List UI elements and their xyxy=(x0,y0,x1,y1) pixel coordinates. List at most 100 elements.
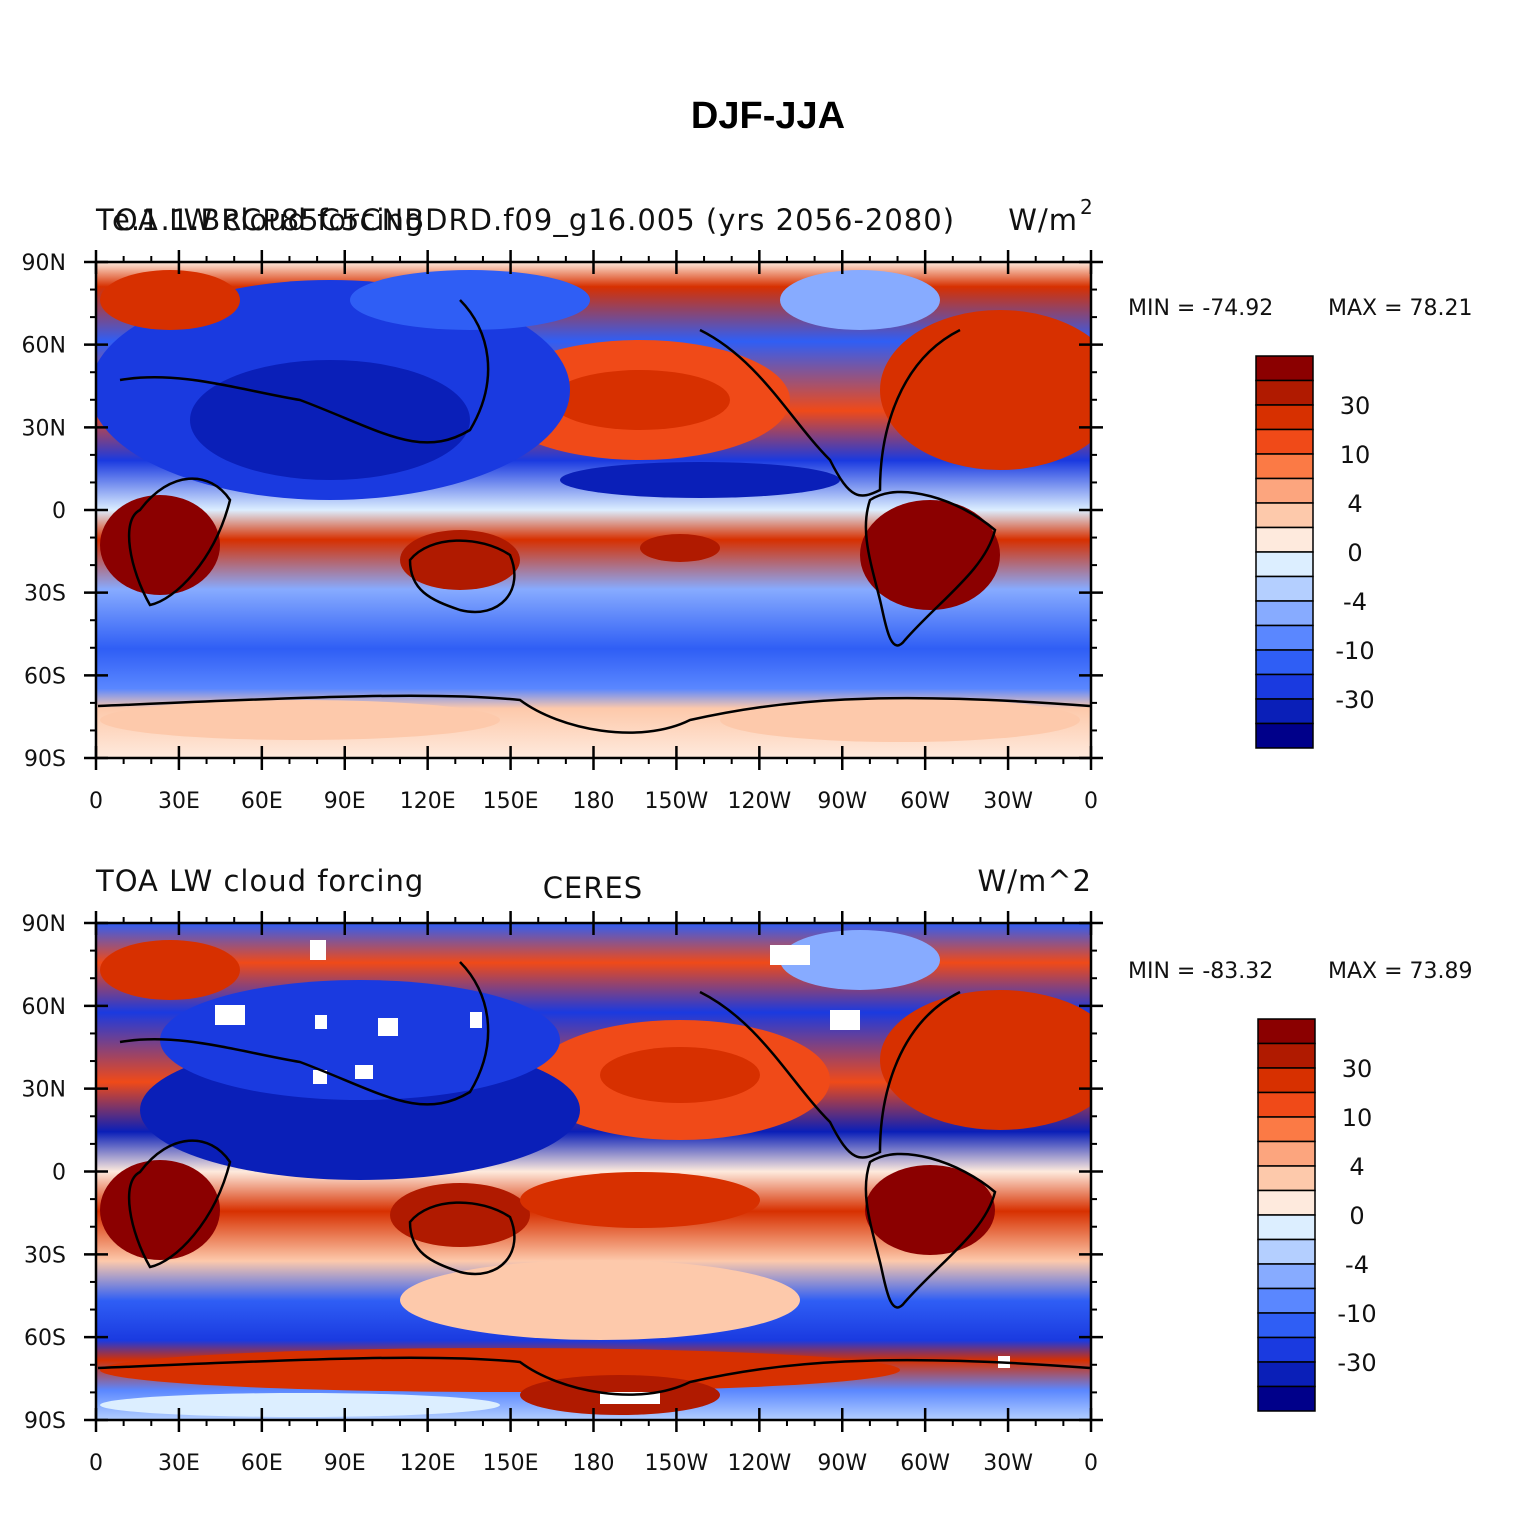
lon-tick-label: 0 xyxy=(89,789,103,814)
lon-tick-label: 0 xyxy=(1084,1451,1098,1476)
colorbar-segment xyxy=(1257,1042,1316,1069)
colorbar-segment xyxy=(1257,1165,1316,1192)
panel-b-lon-ticks: 0 30E 60E 90E 120E 150E 180 150W 120W 90W 60W 30W 0 xyxy=(89,911,1098,1476)
panel-b-units: W/m^2 xyxy=(978,864,1092,898)
colorbar-segment xyxy=(1255,526,1314,553)
panel-b-center-label: CERES xyxy=(543,871,643,905)
colorbar-segment xyxy=(1255,428,1314,455)
colorbar-segment xyxy=(1255,722,1314,749)
colorbar-segment xyxy=(1257,1287,1316,1314)
colorbar-label: -10 xyxy=(1335,637,1374,665)
colorbar-segment xyxy=(1257,1336,1316,1363)
colorbar-segment xyxy=(1257,1238,1316,1265)
colorbar-label: 30 xyxy=(1342,1055,1373,1083)
colorbar-segment xyxy=(1255,379,1314,406)
colorbar-label: -4 xyxy=(1343,588,1367,616)
colorbar-segment xyxy=(1257,1116,1316,1143)
lat-tick-label: 90N xyxy=(22,251,66,276)
panel-a-overlay-label: e.1.1.BRCP85C5CNBDRD.f09_g16.005 (yrs 20… xyxy=(112,203,955,237)
colorbar-segment xyxy=(1257,1361,1316,1388)
panel-b-map-field xyxy=(96,923,1091,1420)
lat-tick-label: 90S xyxy=(24,1409,66,1434)
colorbar-label: 4 xyxy=(1349,1153,1364,1181)
colorbar-segment xyxy=(1257,1385,1316,1412)
lat-tick-label: 60S xyxy=(24,1326,66,1351)
lat-tick-label: 60N xyxy=(22,334,66,359)
colorbar-segment xyxy=(1257,1091,1316,1118)
lon-tick-label: 150W xyxy=(645,1451,709,1476)
lon-tick-label: 30E xyxy=(158,1451,200,1476)
colorbar-label: 10 xyxy=(1340,441,1371,469)
lon-tick-label: 30W xyxy=(983,1451,1033,1476)
lat-tick-label: 30N xyxy=(22,416,66,441)
colorbar-segment xyxy=(1255,502,1314,529)
colorbar-segment xyxy=(1257,1067,1316,1094)
lat-tick-label: 0 xyxy=(52,1161,66,1186)
colorbar-label: -10 xyxy=(1337,1300,1376,1328)
panel-a-units-superscript: 2 xyxy=(1080,195,1094,219)
colorbar-segment xyxy=(1255,698,1314,725)
panel-a-map-field xyxy=(96,262,1091,758)
colorbar-label: 30 xyxy=(1340,392,1371,420)
panel-a-lon-ticks: 0 30E 60E 90E 120E 150E 180 150W 120W 90W 60W 30W 0 xyxy=(89,250,1098,814)
lon-tick-label: 150W xyxy=(645,789,709,814)
lon-tick-label: 150E xyxy=(483,789,539,814)
lat-tick-label: 30N xyxy=(22,1078,66,1103)
lon-tick-label: 90E xyxy=(324,789,366,814)
panel-b-left-label: TOA LW cloud forcing xyxy=(95,864,424,898)
lon-tick-label: 0 xyxy=(1084,789,1098,814)
lon-tick-label: 0 xyxy=(89,1451,103,1476)
colorbar-segment xyxy=(1257,1189,1316,1216)
colorbar-segment xyxy=(1255,624,1314,651)
lat-tick-label: 90N xyxy=(22,912,66,937)
lon-tick-label: 180 xyxy=(573,789,615,814)
lon-tick-label: 60E xyxy=(241,1451,283,1476)
panel-b-lat-ticks: 90N 60N 30N 0 30S 60S 90S xyxy=(22,912,1103,1434)
colorbar-segment xyxy=(1255,649,1314,676)
lat-tick-label: 30S xyxy=(24,1243,66,1268)
colorbar-segment xyxy=(1255,404,1314,431)
panel-b-colorbar: 30 10 4 0 -4 -10 -30 xyxy=(1257,1018,1377,1412)
panel-b-coastlines xyxy=(97,961,1091,1396)
lat-tick-label: 90S xyxy=(24,747,66,772)
colorbar-segment xyxy=(1257,1263,1316,1290)
colorbar-segment xyxy=(1255,600,1314,627)
map-panel-observed: TOA LW cloud forcing CERES W/m^2 xyxy=(22,864,1473,1476)
colorbar-segment xyxy=(1255,673,1314,700)
colorbar-segment xyxy=(1255,477,1314,504)
colorbar-label: 4 xyxy=(1347,490,1362,518)
colorbar-segment xyxy=(1257,1018,1316,1045)
map-panel-model: TOA LW cloud forcing e.1.1.BRCP85C5CNBDR… xyxy=(22,195,1473,814)
lon-tick-label: 30W xyxy=(983,789,1033,814)
panel-a-min: MIN = -74.92 xyxy=(1128,296,1273,321)
colorbar-label: 10 xyxy=(1342,1104,1373,1132)
colorbar-segment xyxy=(1255,453,1314,480)
lon-tick-label: 150E xyxy=(483,1451,539,1476)
lon-tick-label: 120W xyxy=(727,789,791,814)
lon-tick-label: 60W xyxy=(900,789,950,814)
panel-a-units: W/m xyxy=(1008,203,1078,237)
lon-tick-label: 120E xyxy=(400,789,456,814)
colorbar-label: 0 xyxy=(1349,1202,1364,1230)
colorbar-segment xyxy=(1257,1312,1316,1339)
lon-tick-label: 90W xyxy=(817,789,867,814)
panel-a-max: MAX = 78.21 xyxy=(1328,296,1473,321)
colorbar-segment xyxy=(1255,355,1314,382)
colorbar-label: -30 xyxy=(1335,686,1374,714)
lon-tick-label: 120E xyxy=(400,1451,456,1476)
colorbar-label: 0 xyxy=(1347,539,1362,567)
lon-tick-label: 60W xyxy=(900,1451,950,1476)
lon-tick-label: 60E xyxy=(241,789,283,814)
lat-tick-label: 60S xyxy=(24,664,66,689)
panel-a-colorbar: 30 10 4 0 -4 -10 -30 xyxy=(1255,355,1375,749)
figure-title: DJF-JJA xyxy=(691,95,845,137)
panel-a-left-label: TOA LW cloud forcing xyxy=(95,203,424,237)
lat-tick-label: 0 xyxy=(52,499,66,524)
colorbar-label: -4 xyxy=(1345,1251,1369,1279)
lat-tick-label: 60N xyxy=(22,995,66,1020)
lon-tick-label: 120W xyxy=(727,1451,791,1476)
colorbar-segment xyxy=(1257,1214,1316,1241)
lon-tick-label: 30E xyxy=(158,789,200,814)
lon-tick-label: 90E xyxy=(324,1451,366,1476)
colorbar-segment xyxy=(1255,551,1314,578)
